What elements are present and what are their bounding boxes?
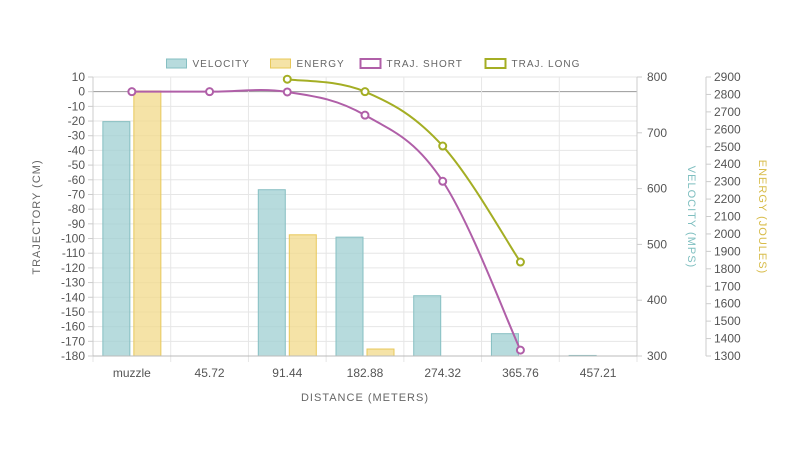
x-tick-label: muzzle: [113, 366, 151, 380]
y-right2-tick-label: 1500: [714, 314, 741, 328]
point-traj-short-0: [127, 87, 137, 97]
x-tick-label: 457.21: [580, 366, 617, 380]
point-traj-short-5: [515, 345, 525, 355]
y-left-axis-title: TRAJECTORY (CM): [31, 159, 43, 274]
y-right2-tick-label: 2800: [714, 87, 741, 101]
y-left-tick-label: -80: [68, 202, 86, 216]
y-left-tick-label: -50: [68, 158, 86, 172]
bar-velocity-4: [413, 295, 442, 357]
y-left-tick-label: -180: [61, 349, 85, 363]
y-left-tick-label: -30: [68, 129, 86, 143]
point-traj-long-3: [515, 257, 525, 267]
legend-label-traj-long: TRAJ. LONG: [512, 59, 581, 70]
y-left-tick-label: -170: [61, 334, 85, 348]
y-right2-tick-label: 2000: [714, 227, 741, 241]
y-right1-tick-label: 300: [647, 349, 667, 363]
bars: [102, 90, 597, 357]
legend-label-energy: ENERGY: [297, 59, 345, 70]
legend-swatch-velocity: [166, 58, 187, 69]
line-traj-long: [287, 78, 522, 263]
y-right2-tick-label: 1600: [714, 297, 741, 311]
y-left-tick-label: -110: [62, 246, 85, 260]
x-tick-label: 365.76: [502, 366, 539, 380]
axes: 100-10-20-30-40-50-60-70-80-90-100-110-1…: [61, 70, 741, 380]
point-traj-short-3: [360, 110, 370, 120]
grid: [92, 76, 638, 362]
y-right1-tick-label: 600: [647, 182, 667, 196]
point-traj-short-4: [438, 176, 448, 186]
point-traj-long-0: [282, 74, 292, 84]
y-right1-tick-label: 700: [647, 126, 667, 140]
x-axis-title: DISTANCE (METERS): [301, 392, 429, 404]
bar-energy-3: [366, 348, 395, 357]
bar-energy-0: [133, 90, 162, 357]
y-right2-tick-label: 2900: [714, 70, 741, 84]
point-traj-short-1: [205, 87, 215, 97]
y-left-tick-label: -90: [68, 217, 86, 231]
y-right2-axis-title: ENERGY (JOULES): [756, 160, 768, 274]
y-right2-tick-label: 2500: [714, 140, 741, 154]
y-left-tick-label: -100: [61, 232, 85, 246]
legend: VELOCITY ENERGY TRAJ. SHORT TRAJ. LONG: [166, 58, 581, 70]
y-right2-tick-label: 1700: [714, 279, 741, 293]
y-left-tick-label: -130: [61, 276, 85, 290]
y-right2-tick-label: 1900: [714, 244, 741, 258]
y-left-tick-label: -70: [68, 187, 86, 201]
point-traj-long-2: [438, 141, 448, 151]
bar-velocity-0: [102, 121, 131, 357]
y-right2-tick-label: 1300: [714, 349, 741, 363]
y-right2-tick-label: 2300: [714, 175, 741, 189]
y-left-tick-label: -20: [68, 114, 86, 128]
y-left-tick-label: -10: [68, 99, 86, 113]
y-left-tick-label: -150: [61, 305, 85, 319]
y-right1-tick-label: 400: [647, 293, 667, 307]
bar-velocity-3: [335, 236, 364, 357]
point-traj-long-1: [360, 87, 370, 97]
x-tick-label: 45.72: [195, 366, 225, 380]
point-traj-short-2: [282, 87, 292, 97]
y-right1-tick-label: 500: [647, 237, 667, 251]
y-left-tick-label: 10: [72, 70, 86, 84]
y-right2-tick-label: 2400: [714, 157, 741, 171]
y-left-tick-label: -160: [61, 320, 85, 334]
y-right2-tick-label: 1400: [714, 332, 741, 346]
y-left-tick-label: -120: [61, 261, 85, 275]
y-right2-tick-label: 2700: [714, 105, 741, 119]
y-right1-axis-title: VELOCITY (MPS): [685, 166, 697, 268]
legend-label-traj-short: TRAJ. SHORT: [387, 59, 463, 70]
bar-energy-2: [288, 234, 317, 357]
x-tick-label: 182.88: [347, 366, 384, 380]
y-right2-tick-label: 2600: [714, 122, 741, 136]
y-right2-tick-label: 2200: [714, 192, 741, 206]
y-left-tick-label: -40: [68, 143, 86, 157]
x-tick-label: 91.44: [272, 366, 302, 380]
legend-label-velocity: VELOCITY: [193, 59, 250, 70]
y-right1-tick-label: 800: [647, 70, 667, 84]
y-right2-tick-label: 1800: [714, 262, 741, 276]
legend-swatch-energy: [270, 58, 291, 69]
y-left-tick-label: -60: [68, 173, 86, 187]
lines: [127, 74, 525, 355]
y-left-tick-label: -140: [61, 290, 85, 304]
bar-velocity-2: [257, 189, 286, 357]
y-right2-tick-label: 2100: [714, 210, 741, 224]
x-tick-label: 274.32: [424, 366, 461, 380]
y-left-tick-label: 0: [78, 85, 85, 99]
legend-swatch-traj-short: [359, 58, 382, 69]
legend-swatch-traj-long: [484, 58, 507, 69]
